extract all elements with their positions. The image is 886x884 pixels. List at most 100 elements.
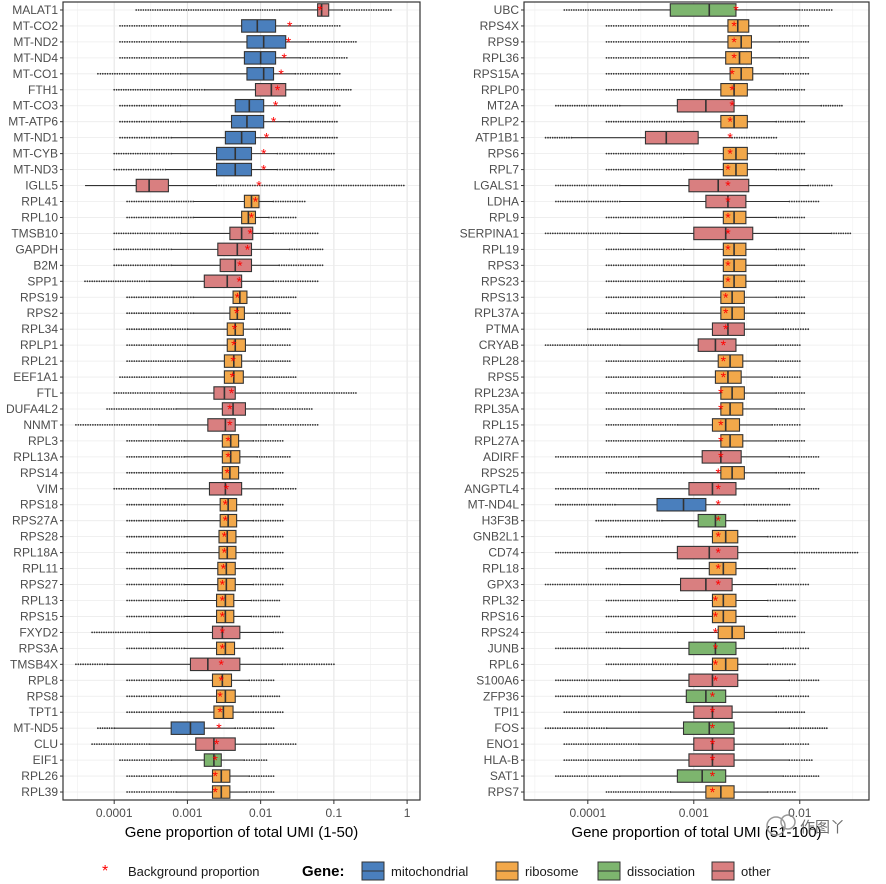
outlier-point [259, 471, 262, 474]
outlier-point [627, 280, 629, 283]
outlier-point [666, 72, 668, 75]
outlier-point [626, 535, 629, 538]
outlier-point [283, 296, 285, 299]
outlier-point [267, 647, 269, 650]
outlier-point [810, 200, 813, 203]
outlier-point [784, 519, 787, 522]
outlier-point [770, 519, 773, 522]
outlier-point [300, 136, 303, 139]
outlier-point [617, 120, 620, 123]
outlier-point [614, 344, 616, 346]
outlier-point [795, 200, 798, 203]
outlier-point [124, 136, 126, 139]
outlier-point [814, 184, 817, 187]
outlier-point [144, 152, 147, 155]
outlier-point [677, 296, 680, 299]
outlier-point [140, 296, 143, 299]
outlier-point [789, 392, 792, 394]
outlier-point [170, 408, 173, 410]
outlier-point [317, 248, 319, 251]
outlier-point [114, 72, 116, 75]
outlier-point [620, 360, 622, 362]
outlier-point [660, 264, 663, 267]
outlier-point [161, 503, 164, 506]
outlier-point [239, 727, 241, 730]
outlier-point [279, 503, 282, 506]
outlier-point [677, 152, 680, 155]
outlier-point [163, 759, 165, 761]
outlier-point [150, 775, 153, 777]
outlier-point [164, 57, 167, 59]
outlier-point [125, 88, 127, 91]
outlier-point [148, 57, 150, 59]
outlier-point [777, 519, 780, 522]
outlier-point [797, 647, 800, 650]
outlier-point [622, 615, 624, 618]
outlier-point [284, 487, 287, 490]
outlier-point [784, 216, 787, 219]
outlier-point [270, 743, 273, 745]
outlier-point [294, 408, 296, 410]
outlier-point [568, 232, 571, 235]
outlier-point [133, 679, 136, 682]
outlier-point [629, 424, 631, 426]
outlier-point [656, 296, 658, 299]
outlier-point [670, 152, 673, 155]
outlier-point [624, 296, 627, 299]
outlier-point [142, 296, 145, 299]
outlier-point [787, 695, 790, 698]
outlier-point [796, 551, 799, 554]
outlier-point [152, 695, 155, 698]
outlier-point [288, 344, 291, 346]
outlier-point [803, 168, 806, 171]
outlier-point [585, 695, 588, 698]
outlier-point [796, 296, 799, 299]
y-tick-label: CD74 [488, 546, 519, 560]
outlier-point [617, 519, 619, 522]
outlier-point [174, 344, 177, 346]
outlier-point [624, 567, 627, 570]
outlier-point [272, 647, 274, 650]
outlier-point [789, 72, 792, 75]
outlier-point [365, 9, 368, 11]
y-tick-label: FTH1 [28, 83, 58, 97]
outlier-point [784, 663, 786, 666]
outlier-point [629, 168, 632, 171]
outlier-point [641, 424, 643, 426]
outlier-point [677, 248, 680, 251]
y-tick-label: MT-ND4L [468, 498, 520, 512]
outlier-point [140, 503, 143, 506]
y-tick-label: ANGPTL4 [464, 482, 519, 496]
outlier-point [153, 408, 156, 410]
outlier-point [276, 583, 279, 586]
outlier-point [180, 647, 183, 650]
y-tick-label: RPL26 [21, 769, 58, 783]
outlier-point [780, 168, 782, 171]
outlier-point [608, 168, 610, 171]
outlier-point [675, 41, 678, 43]
outlier-point [651, 168, 654, 171]
outlier-point [614, 200, 616, 203]
outlier-point [125, 168, 128, 171]
outlier-point [636, 615, 639, 618]
box-other [317, 3, 330, 17]
outlier-point [795, 487, 798, 490]
outlier-point [767, 503, 769, 506]
outlier-point [171, 519, 174, 522]
outlier-point [257, 9, 259, 11]
y-tick-label: TMSB4X [10, 657, 58, 671]
outlier-point [578, 679, 581, 682]
outlier-point [777, 296, 780, 299]
outlier-point [152, 168, 155, 171]
outlier-point [262, 775, 265, 777]
outlier-point [126, 759, 129, 761]
outlier-point [656, 120, 658, 123]
outlier-point [651, 25, 654, 27]
outlier-point [158, 408, 161, 410]
outlier-point [138, 583, 140, 586]
outlier-point [261, 9, 264, 11]
outlier-point [159, 456, 162, 458]
outlier-point [244, 184, 247, 187]
outlier-point [138, 647, 140, 650]
outlier-point [624, 663, 627, 666]
